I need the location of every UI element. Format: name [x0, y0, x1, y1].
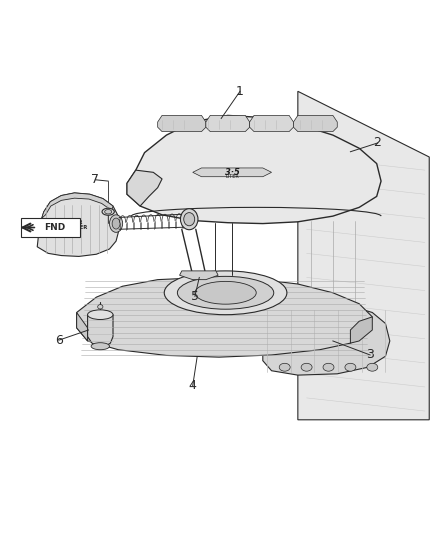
Ellipse shape: [105, 209, 112, 214]
Ellipse shape: [184, 213, 194, 226]
Polygon shape: [77, 312, 88, 341]
Ellipse shape: [91, 343, 110, 350]
Ellipse shape: [112, 218, 120, 229]
Polygon shape: [88, 314, 113, 346]
Polygon shape: [293, 115, 337, 132]
Text: 3·5: 3·5: [225, 168, 240, 177]
Polygon shape: [263, 304, 390, 375]
Ellipse shape: [323, 364, 334, 371]
Polygon shape: [350, 317, 372, 343]
Polygon shape: [250, 115, 293, 132]
Polygon shape: [77, 278, 372, 357]
Ellipse shape: [102, 208, 114, 215]
FancyBboxPatch shape: [21, 219, 80, 237]
Text: 1: 1: [236, 85, 244, 98]
Ellipse shape: [301, 364, 312, 371]
Text: LITER: LITER: [225, 174, 239, 179]
Text: FND: FND: [44, 223, 66, 232]
Polygon shape: [180, 271, 218, 280]
Ellipse shape: [180, 209, 198, 230]
Polygon shape: [42, 193, 113, 219]
Ellipse shape: [110, 215, 123, 232]
Ellipse shape: [279, 364, 290, 371]
Polygon shape: [193, 168, 272, 177]
Polygon shape: [127, 115, 381, 223]
Ellipse shape: [195, 281, 256, 304]
Text: 7: 7: [92, 173, 99, 186]
Text: 5: 5: [191, 290, 199, 303]
Polygon shape: [127, 170, 162, 206]
Ellipse shape: [164, 271, 287, 314]
Polygon shape: [298, 91, 429, 420]
Ellipse shape: [98, 304, 103, 309]
Polygon shape: [206, 115, 250, 132]
Text: 4: 4: [189, 379, 197, 392]
Ellipse shape: [177, 276, 274, 309]
Polygon shape: [158, 115, 206, 132]
Text: 6: 6: [55, 334, 63, 346]
Ellipse shape: [345, 364, 356, 371]
Text: FILTER: FILTER: [68, 225, 88, 230]
Ellipse shape: [367, 364, 378, 371]
Ellipse shape: [88, 310, 113, 319]
Polygon shape: [37, 193, 119, 256]
Text: AIR: AIR: [73, 220, 83, 225]
Text: 3: 3: [366, 349, 374, 361]
Text: 2: 2: [374, 136, 381, 149]
